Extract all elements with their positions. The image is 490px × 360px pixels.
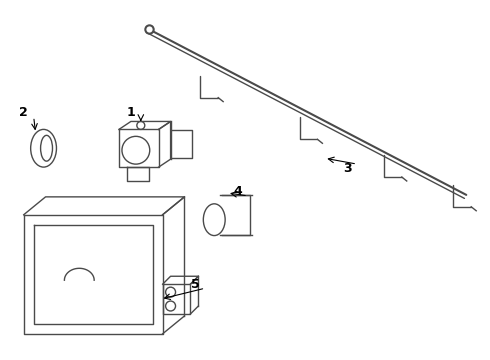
Text: 4: 4 [234,185,243,198]
Text: 1: 1 [126,106,135,119]
Text: 3: 3 [343,162,351,175]
Text: 2: 2 [19,106,28,119]
Text: 5: 5 [191,278,200,291]
